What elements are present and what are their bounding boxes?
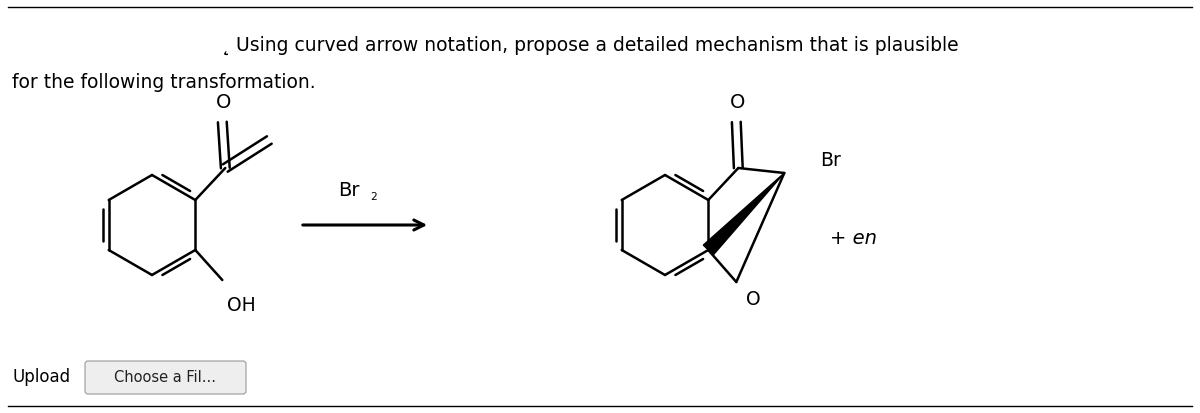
- Text: O: O: [746, 290, 761, 309]
- Text: O: O: [216, 93, 230, 112]
- Text: for the following transformation.: for the following transformation.: [12, 74, 316, 93]
- Text: Upload: Upload: [12, 368, 70, 386]
- Text: $_2$: $_2$: [370, 188, 378, 203]
- Text: Br: Br: [338, 181, 360, 200]
- FancyBboxPatch shape: [85, 361, 246, 394]
- Polygon shape: [703, 173, 785, 255]
- Text: + en: + en: [830, 228, 877, 247]
- Text: Choose a Fil...: Choose a Fil...: [114, 370, 216, 385]
- Text: Br: Br: [821, 152, 841, 171]
- Text: ̨̣̣̣ Using curved arrow notation, propose a detailed mechanism that is plausible: ̨̣̣̣ Using curved arrow notation, propos…: [230, 36, 959, 55]
- Text: O: O: [730, 93, 745, 112]
- Text: OH: OH: [227, 296, 256, 315]
